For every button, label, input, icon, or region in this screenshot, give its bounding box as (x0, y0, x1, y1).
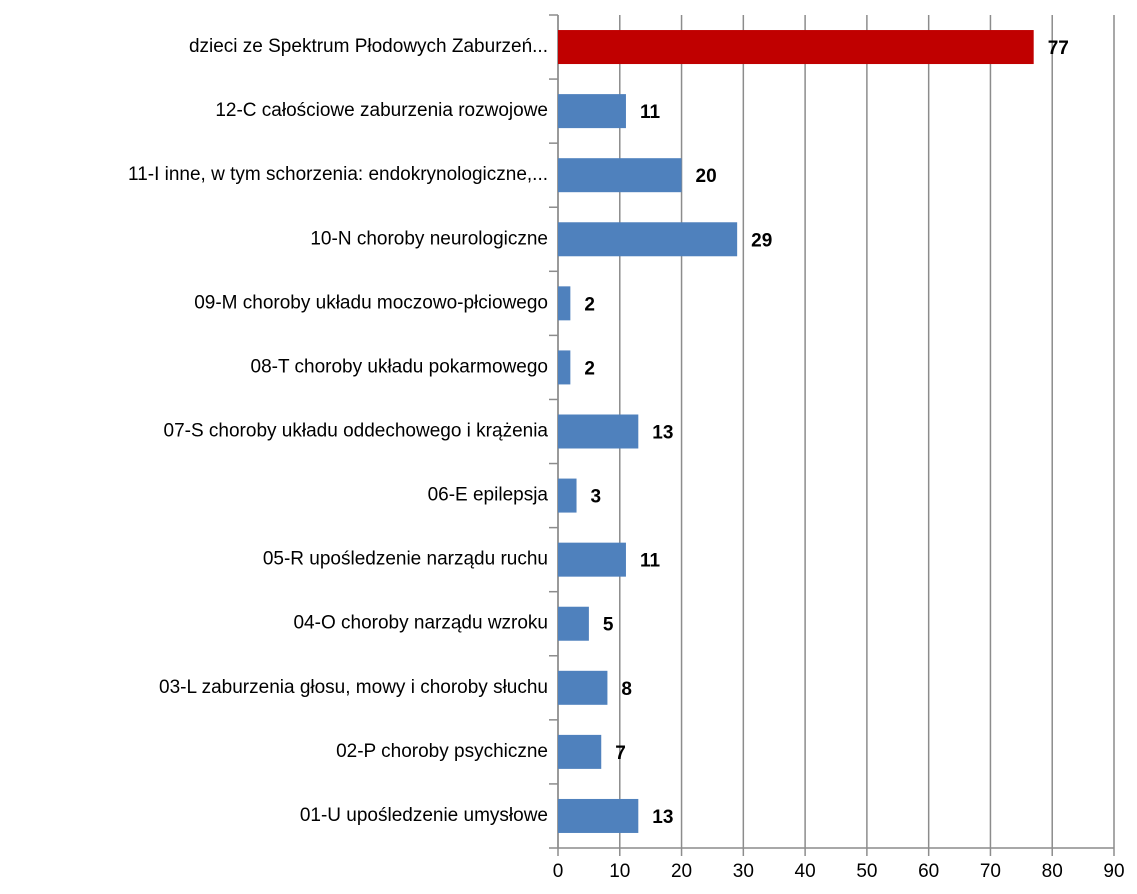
x-tick-label: 30 (733, 861, 754, 882)
x-tick-label: 60 (918, 861, 939, 882)
value-label: 29 (751, 230, 772, 251)
value-label: 11 (640, 551, 661, 572)
x-tick-label: 50 (856, 861, 877, 882)
y-tick-label: 08-T choroby układu pokarmowego (251, 356, 549, 377)
y-tick-label: 05-R upośledzenie narządu ruchu (263, 549, 548, 570)
y-tick-label: 09-M choroby układu moczowo-płciowego (194, 292, 548, 313)
value-label: 11 (640, 102, 661, 123)
y-tick-label: 07-S choroby układu oddechowego i krążen… (164, 421, 549, 442)
bar (558, 286, 571, 321)
x-tick-label: 80 (1042, 861, 1063, 882)
y-tick-label: dzieci ze Spektrum Płodowych Zaburzeń... (189, 36, 548, 57)
y-tick-label: 10-N choroby neurologiczne (310, 228, 548, 249)
x-tick-label: 70 (980, 861, 1001, 882)
bar (558, 158, 682, 193)
y-tick-label: 02-P choroby psychiczne (336, 741, 548, 762)
x-tick-label: 90 (1103, 861, 1124, 882)
bar (558, 606, 589, 641)
y-tick-label: 12-C całościowe zaburzenia rozwojowe (215, 100, 548, 121)
value-label: 5 (603, 615, 614, 636)
bar (558, 94, 626, 129)
y-tick-label: 03-L zaburzenia głosu, mowy i choroby sł… (159, 677, 548, 698)
bar (558, 30, 1034, 65)
y-tick-label: 06-E epilepsja (428, 485, 549, 506)
x-tick-label: 40 (795, 861, 816, 882)
value-label: 20 (696, 166, 717, 187)
y-tick-label: 04-O choroby narządu wzroku (293, 613, 548, 634)
bar (558, 350, 571, 385)
value-label: 77 (1048, 38, 1069, 59)
bar (558, 670, 608, 705)
bar (558, 222, 738, 257)
x-tick-label: 0 (553, 861, 564, 882)
y-tick-label: 11-I inne, w tym schorzenia: endokrynolo… (128, 164, 548, 185)
value-label: 13 (652, 423, 673, 444)
value-label: 7 (615, 743, 626, 764)
x-tick-label: 10 (609, 861, 630, 882)
y-tick-label: 01-U upośledzenie umysłowe (300, 805, 548, 826)
value-label: 13 (652, 807, 673, 828)
bar (558, 414, 639, 449)
bar (558, 798, 639, 833)
bar (558, 734, 602, 769)
bar (558, 478, 577, 513)
x-tick-label: 20 (671, 861, 692, 882)
value-label: 2 (584, 294, 595, 315)
value-label: 2 (584, 358, 595, 379)
value-label: 3 (591, 487, 602, 508)
value-label: 8 (621, 679, 632, 700)
bar (558, 542, 626, 577)
